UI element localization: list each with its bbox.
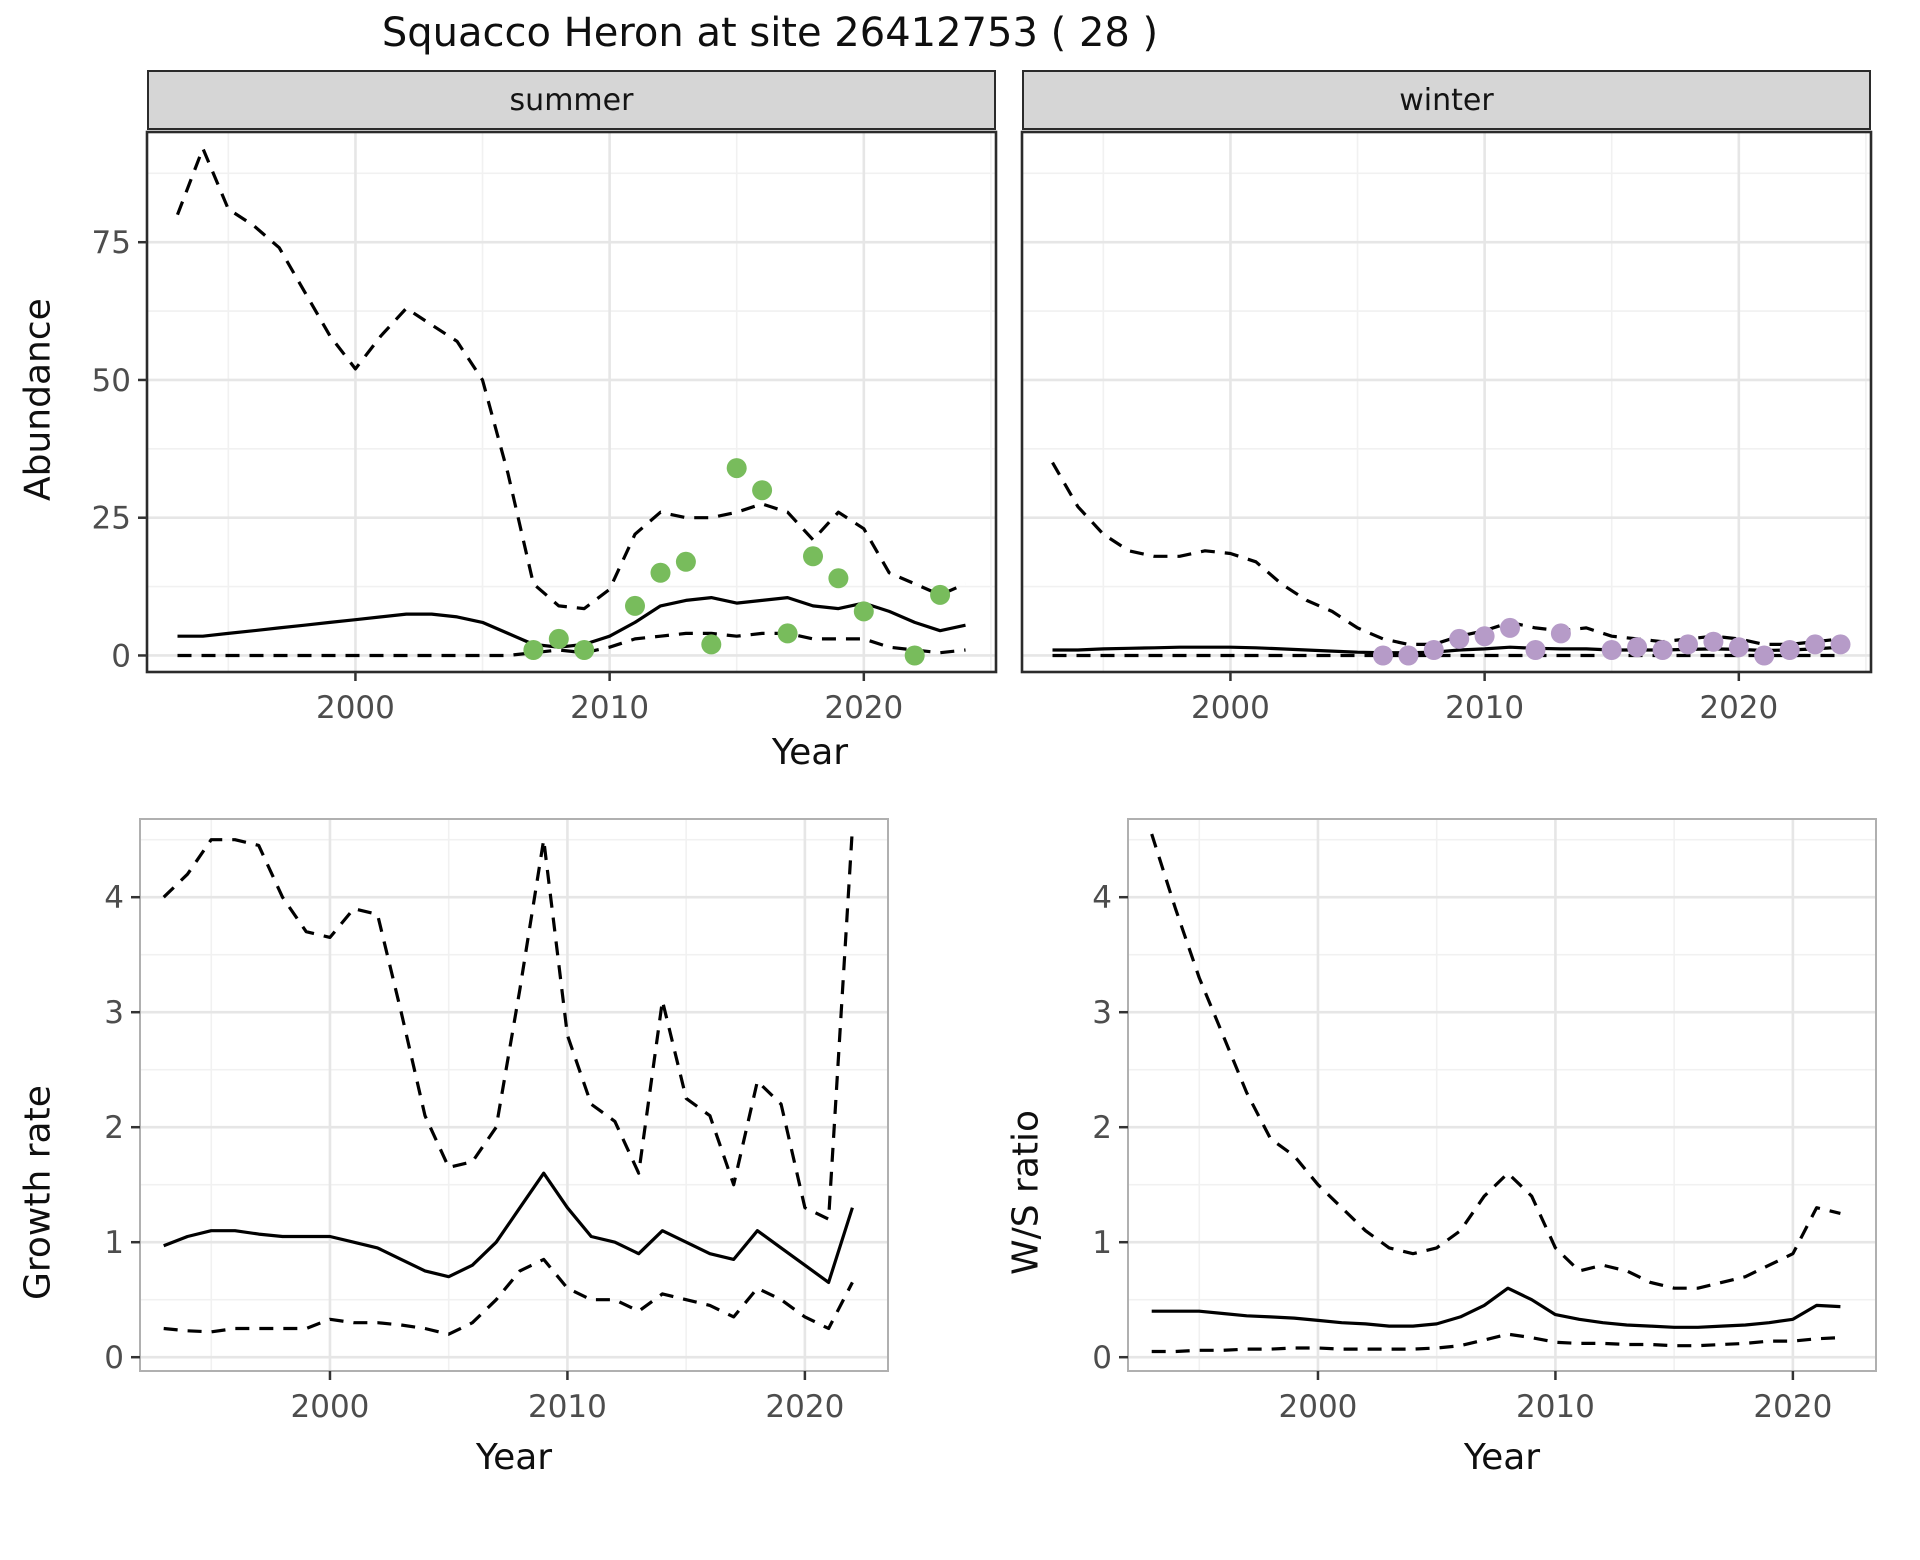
svg-text:2000: 2000 [316,690,395,726]
facet-strip-winter: winter [1022,70,1871,130]
svg-text:2000: 2000 [1191,690,1270,726]
abundance-summer-plot: 2000 2010 2020 0 25 50 75 [92,130,998,726]
svg-text:2010: 2010 [1516,1389,1595,1425]
svg-text:0: 0 [104,1340,124,1376]
svg-text:4: 4 [104,880,124,916]
svg-text:2: 2 [1092,1110,1112,1146]
growth-rate-plot: 2000 2010 2020 0 1 2 3 4 [104,818,889,1425]
svg-text:2010: 2010 [528,1389,607,1425]
abundance-panels: Abundance summer 2000 2010 2020 0 25 50 75 win… [0,70,1920,730]
svg-text:0: 0 [1092,1340,1112,1376]
svg-text:2010: 2010 [1445,690,1524,726]
growth-rate-y-axis-label: Growth rate [17,1085,59,1300]
svg-text:2020: 2020 [1753,1389,1832,1425]
svg-text:2000: 2000 [1279,1389,1358,1425]
svg-text:2: 2 [104,1110,124,1146]
svg-text:2020: 2020 [824,690,903,726]
facet-summer: summer 2000 2010 2020 0 25 50 75 [62,70,1002,730]
svg-text:3: 3 [104,995,124,1031]
ws-ratio-y-axis-label: W/S ratio [1005,1109,1047,1276]
ws-ratio-figure: W/S ratio 2000 2010 2020 0 1 2 3 4 Year [1002,807,1890,1478]
svg-text:25: 25 [92,501,131,537]
facet-winter: winter 2000 2010 2020 [1002,70,1877,730]
svg-text:1: 1 [104,1225,124,1261]
chart-title: Squacco Heron at site 26412753 ( 28 ) [381,10,1159,56]
abundance-winter-plot: 2000 2010 2020 [1020,130,1873,726]
svg-text:2020: 2020 [765,1389,844,1425]
bottom-panels: Growth rate 2000 2010 2020 0 1 2 3 4 Year W/S r… [0,773,1920,1478]
svg-text:75: 75 [92,225,131,261]
svg-text:3: 3 [1092,995,1112,1031]
svg-text:0: 0 [111,638,131,674]
abundance-y-axis-label: Abundance [17,298,59,502]
facet-strip-summer: summer [147,70,996,130]
ws-ratio-x-axis-label: Year [1463,1437,1541,1478]
svg-text:1: 1 [1092,1225,1112,1261]
svg-text:2000: 2000 [291,1389,370,1425]
svg-text:4: 4 [1092,880,1112,916]
svg-text:2010: 2010 [570,690,649,726]
svg-text:2020: 2020 [1699,690,1778,726]
ws-ratio-plot: 2000 2010 2020 0 1 2 3 4 [1092,818,1877,1425]
svg-text:50: 50 [92,363,131,399]
growth-rate-x-axis-label: Year [475,1437,553,1478]
growth-rate-figure: Growth rate 2000 2010 2020 0 1 2 3 4 Year [14,807,902,1478]
abundance-x-axis-label: Year [771,732,849,773]
